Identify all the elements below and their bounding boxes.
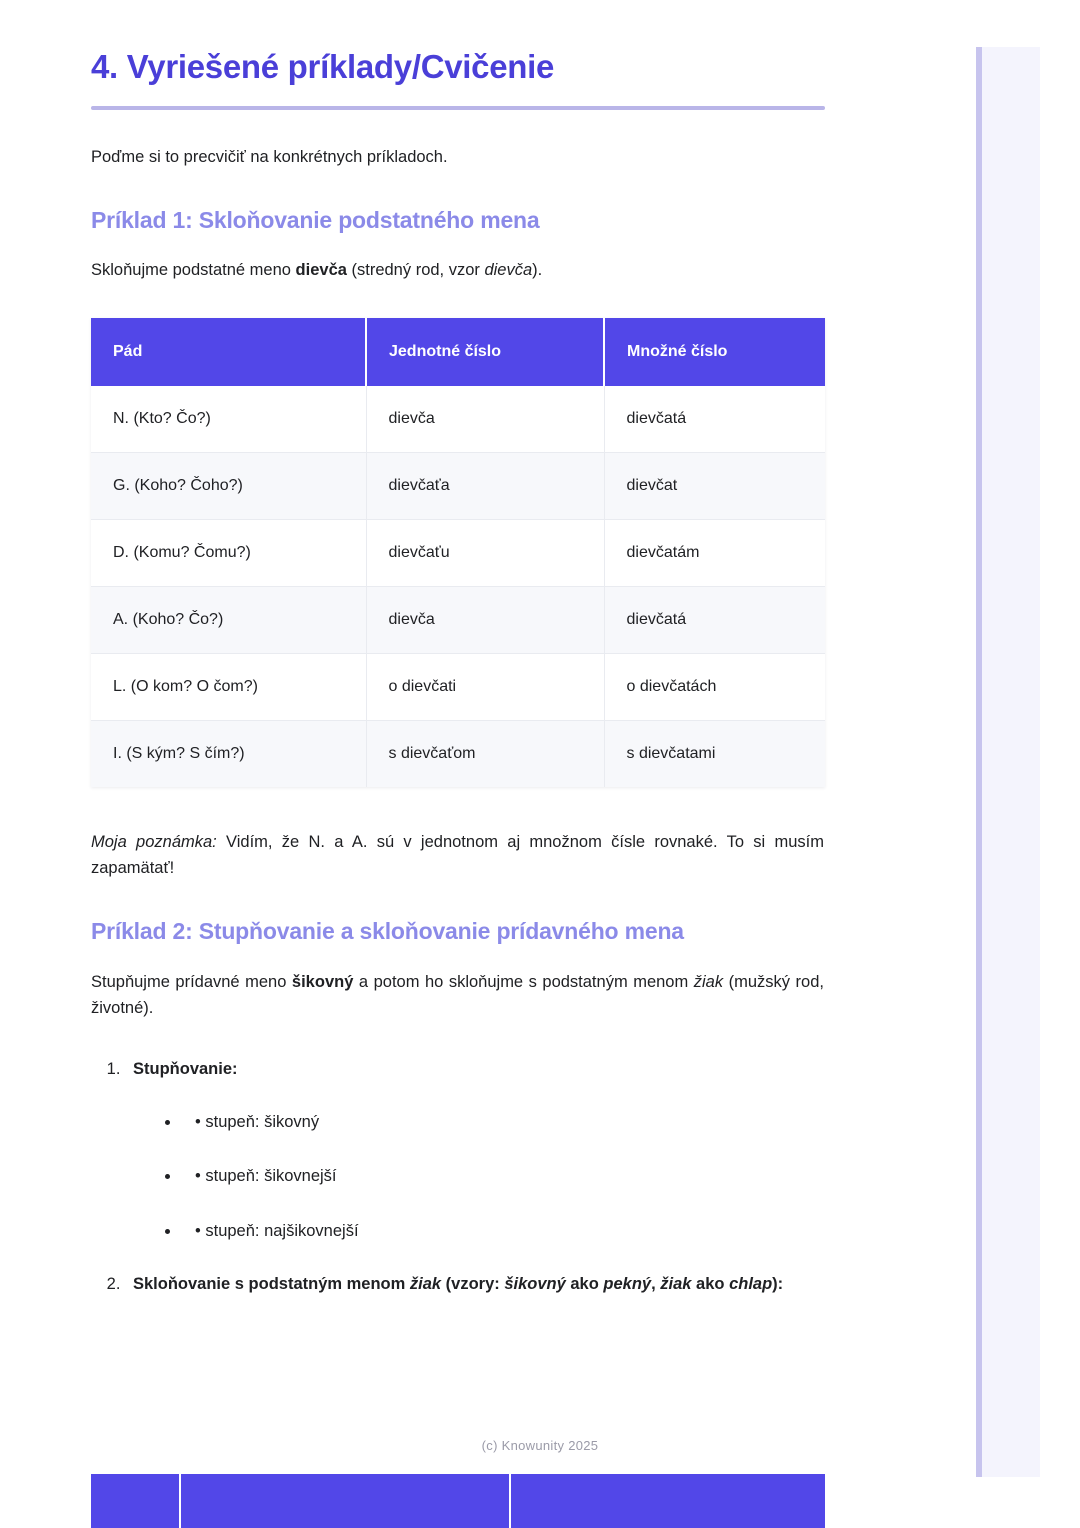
cell-case: G. (Koho? Čoho?)	[91, 452, 367, 520]
stub-cell-1	[91, 1474, 181, 1528]
personal-note-label: Moja poznámka:	[91, 832, 217, 851]
degree-bullet-list: • stupeň: šikovný • stupeň: šikovnejší •…	[133, 1109, 824, 1245]
cell-singular: dievča	[366, 586, 605, 654]
personal-note: Moja poznámka: Vidím, že N. a A. sú v je…	[91, 829, 824, 882]
cell-case: D. (Komu? Čomu?)	[91, 519, 367, 587]
declension-table: Pád Jednotné číslo Množné číslo N. (Kto?…	[91, 317, 825, 787]
column-header-singular: Jednotné číslo	[366, 317, 605, 386]
intro-paragraph: Poďme si to precvičiť na konkrétnych prí…	[91, 147, 448, 166]
li2-p1: Skloňovanie s podstatným menom	[133, 1274, 410, 1293]
li2-p6: ):	[772, 1274, 784, 1293]
example-2-intro-before: Stupňujme prídavné meno	[91, 972, 292, 991]
list-item-label: Skloňovanie s podstatným menom žiak (vzo…	[133, 1275, 783, 1293]
table-row: A. (Koho? Čo?) dievča dievčatá	[91, 586, 825, 654]
example-1-intro-before: Skloňujme podstatné meno	[91, 261, 296, 280]
example-2-intro-italic: žiak	[693, 972, 724, 991]
li2-p5: ako	[691, 1274, 730, 1293]
li2-i5: chlap	[729, 1274, 773, 1293]
declension-table-head: Pád Jednotné číslo Množné číslo	[91, 317, 825, 386]
list-item-stupnovanie: Stupňovanie: • stupeň: šikovný • stupeň:…	[125, 1056, 824, 1245]
list-item: • stupeň: šikovný	[181, 1109, 824, 1136]
right-side-panel	[976, 47, 1040, 1477]
li2-p4: ,	[651, 1274, 661, 1293]
cell-plural: s dievčatami	[604, 720, 825, 787]
example-1-intro: Skloňujme podstatné meno dievča (stredný…	[91, 257, 824, 284]
cell-singular: dievčaťa	[366, 452, 605, 520]
table-row: L. (O kom? O čom?) o dievčati o dievčatá…	[91, 653, 825, 721]
cell-plural: dievčatá	[604, 586, 825, 654]
example-2-list: Stupňovanie: • stupeň: šikovný • stupeň:…	[91, 1056, 824, 1298]
list-item-label: Stupňovanie:	[133, 1059, 238, 1078]
column-header-plural: Množné číslo	[604, 317, 825, 386]
example-2-intro: Stupňujme prídavné meno šikovný a potom …	[91, 969, 824, 1022]
example-2-heading: Príklad 2: Stupňovanie a skloňovanie prí…	[91, 918, 684, 945]
li2-i3: pekný	[603, 1274, 652, 1293]
copyright-watermark: (c) Knowunity 2025	[481, 1438, 599, 1453]
example-2-intro-bold: šikovný	[291, 972, 354, 991]
cell-singular: o dievčati	[366, 653, 605, 721]
cell-singular: s dievčaťom	[366, 720, 605, 787]
cell-case: I. (S kým? S čím?)	[91, 720, 367, 787]
table-row: N. (Kto? Čo?) dievča dievčatá	[91, 385, 825, 453]
document-page: 4. Vyriešené príklady/Cvičenie Poďme si …	[0, 0, 976, 1528]
cell-case: L. (O kom? O čom?)	[91, 653, 367, 721]
cell-singular: dievča	[366, 385, 605, 453]
list-item: • stupeň: najšikovnejší	[181, 1218, 824, 1245]
cell-plural: dievčatám	[604, 519, 825, 587]
example-2-intro-middle: a potom ho skloňujme s podstatným menom	[353, 972, 694, 991]
table-row: I. (S kým? S čím?) s dievčaťom s dievčat…	[91, 720, 825, 787]
title-divider	[91, 105, 825, 110]
example-1-intro-middle: (stredný rod, vzor	[346, 261, 485, 280]
cell-case: A. (Koho? Čo?)	[91, 586, 367, 654]
cell-case: N. (Kto? Čo?)	[91, 385, 367, 453]
li2-i1: žiak	[409, 1274, 442, 1293]
example-1-intro-bold: dievča	[295, 261, 347, 280]
li2-p3: ako	[565, 1274, 604, 1293]
example-2-intro-after: (mužský rod, životné).	[91, 972, 824, 1018]
column-header-case: Pád	[91, 317, 367, 386]
page-title: 4. Vyriešené príklady/Cvičenie	[91, 48, 555, 85]
example-1-heading: Príklad 1: Skloňovanie podstatného mena	[91, 206, 540, 233]
example-1-intro-italic: dievča	[484, 261, 533, 280]
cell-singular: dievčaťu	[366, 519, 605, 587]
cell-plural: dievčatá	[604, 385, 825, 453]
li2-i4: žiak	[660, 1274, 692, 1293]
table-row: G. (Koho? Čoho?) dievčaťa dievčat	[91, 452, 825, 520]
cell-plural: o dievčatách	[604, 653, 825, 721]
declension-table-body: N. (Kto? Čo?) dievča dievčatá G. (Koho? …	[91, 385, 825, 787]
table-header-row: Pád Jednotné číslo Množné číslo	[91, 317, 825, 386]
next-table-header-stub	[91, 1474, 825, 1528]
li2-p2: (vzory:	[441, 1274, 505, 1293]
list-item-sklonovanie: Skloňovanie s podstatným menom žiak (vzo…	[125, 1271, 824, 1298]
stub-cell-2	[181, 1474, 511, 1528]
stub-cell-3	[511, 1474, 825, 1528]
example-1-intro-after: ).	[532, 261, 543, 280]
list-item: • stupeň: šikovnejší	[181, 1163, 824, 1190]
cell-plural: dievčat	[604, 452, 825, 520]
li2-i2: šikovný	[504, 1274, 566, 1293]
personal-note-text: Vidím, že N. a A. sú v jednotnom aj množ…	[91, 832, 824, 878]
table-row: D. (Komu? Čomu?) dievčaťu dievčatám	[91, 519, 825, 587]
